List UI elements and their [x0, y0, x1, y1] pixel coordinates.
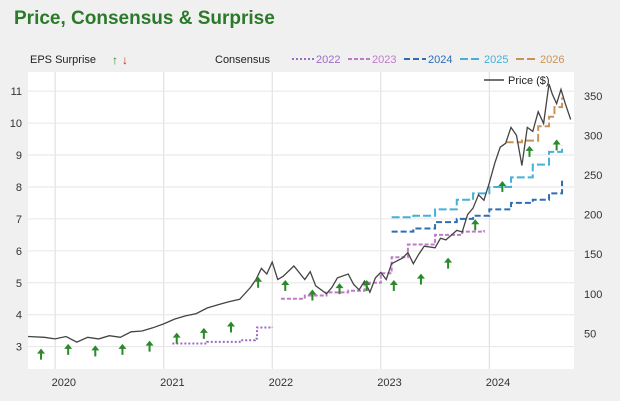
- consensus-line-2022: [172, 326, 274, 345]
- left-tick-label: 3: [16, 342, 22, 354]
- right-tick-label: 250: [584, 170, 602, 182]
- surprise-arrow-up: [226, 321, 235, 333]
- surprise-arrows: [37, 139, 561, 360]
- consensus-label: Consensus: [215, 54, 271, 66]
- left-tick-label: 10: [10, 118, 22, 130]
- right-tick-label: 350: [584, 91, 602, 103]
- x-tick-label: 2023: [377, 377, 401, 389]
- left-tick-label: 5: [16, 278, 22, 290]
- right-tick-label: 200: [584, 210, 602, 222]
- eps-surprise-label: EPS Surprise: [30, 54, 96, 66]
- surprise-arrow-up: [172, 332, 181, 344]
- x-tick-label: 2021: [160, 377, 184, 389]
- x-axis: 2020 2021 2022 2023 2024: [52, 377, 511, 389]
- consensus-line-2025: [391, 145, 564, 219]
- surprise-arrow-up: [37, 348, 46, 360]
- surprise-arrow-up: [145, 340, 154, 352]
- x-tick-label: 2022: [269, 377, 293, 389]
- left-tick-label: 6: [16, 246, 22, 258]
- chart-title: Price, Consensus & Surprise: [14, 8, 275, 29]
- surprise-arrow-up: [498, 180, 507, 192]
- consensus-line-2026: [505, 97, 564, 144]
- surprise-arrow-up: [335, 283, 344, 295]
- left-tick-label: 8: [16, 182, 22, 194]
- left-tick-label: 7: [16, 214, 22, 226]
- up-arrow-icon: ↑: [112, 53, 118, 67]
- consensus-line-2024: [391, 180, 564, 233]
- right-tick-label: 100: [584, 289, 602, 301]
- x-tick-label: 2020: [52, 377, 76, 389]
- surprise-arrow-up: [552, 139, 561, 151]
- surprise-arrow-up: [416, 273, 425, 285]
- price-line-group: [27, 83, 572, 343]
- plot-area: [28, 72, 574, 369]
- right-tick-label: 300: [584, 130, 602, 142]
- surprise-arrow-up: [199, 327, 208, 339]
- surprise-arrow-up: [254, 276, 263, 288]
- right-axis: 50 100 150 200 250 300 350: [584, 91, 602, 341]
- surprise-arrow-up: [525, 145, 534, 157]
- surprise-arrow-up: [308, 289, 317, 301]
- surprise-arrow-up: [281, 279, 290, 291]
- surprise-arrow-up: [64, 343, 73, 355]
- surprise-arrow-up: [91, 345, 100, 357]
- price-line: [27, 83, 572, 343]
- legend-label-2025: 2025: [484, 54, 508, 66]
- left-tick-label: 4: [16, 310, 22, 322]
- surprise-arrow-up: [471, 219, 480, 231]
- legend-label-2023: 2023: [372, 54, 396, 66]
- legend-label-2024: 2024: [428, 54, 452, 66]
- price-legend-label: Price ($): [508, 75, 550, 87]
- right-tick-label: 150: [584, 249, 602, 261]
- surprise-arrow-up: [362, 279, 371, 291]
- surprise-arrow-up: [389, 279, 398, 291]
- surprise-arrow-up: [444, 257, 453, 269]
- right-tick-label: 50: [584, 328, 596, 340]
- x-tick-label: 2024: [486, 377, 510, 389]
- surprise-arrow-up: [118, 343, 127, 355]
- consensus-legend: 2022 2023 2024 2025 2026: [292, 54, 564, 66]
- legend-label-2026: 2026: [540, 54, 564, 66]
- left-tick-label: 9: [16, 150, 22, 162]
- left-axis: 3 4 5 6 7 8 9 10 11: [10, 86, 22, 353]
- left-tick-label: 11: [11, 86, 22, 98]
- down-arrow-icon: ↓: [122, 53, 128, 67]
- legend-label-2022: 2022: [316, 54, 340, 66]
- grid: [28, 72, 574, 369]
